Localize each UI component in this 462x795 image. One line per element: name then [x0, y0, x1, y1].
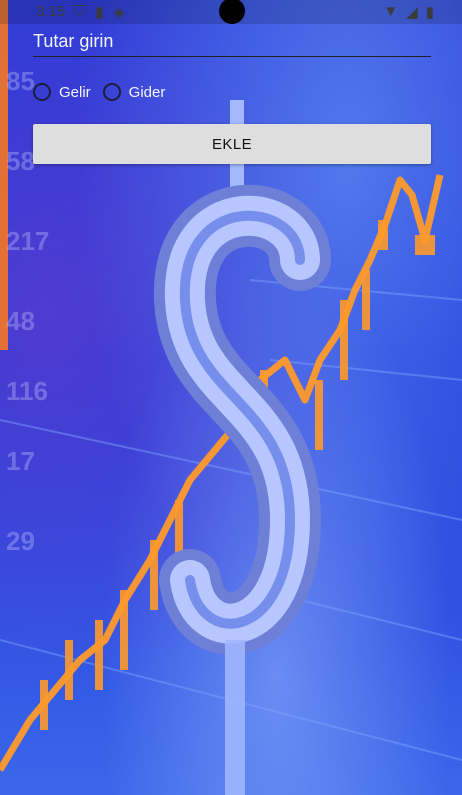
expense-radio[interactable]: Gider [102, 83, 172, 101]
svg-text:217: 217 [6, 226, 49, 256]
add-button[interactable]: EKLE [33, 124, 431, 164]
transaction-type-radio-group: Gelir Gider [33, 78, 171, 106]
signal-icon: ◢ [406, 4, 418, 21]
camera-cutout [219, 0, 245, 24]
status-bar: 3:15 ⛉ ▮ ◈ ▼ ◢ ▮ [0, 0, 462, 24]
svg-text:48: 48 [6, 306, 35, 336]
svg-text:17: 17 [6, 446, 35, 476]
status-icons-right: ▼ ◢ ▮ [383, 3, 434, 21]
wifi-icon: ▼ [383, 3, 399, 20]
expense-radio-circle[interactable] [102, 83, 121, 101]
amount-field [33, 24, 431, 57]
income-radio-label[interactable]: Gelir [59, 83, 91, 101]
status-icons-left: ⛉ ▮ ◈ [74, 3, 125, 21]
expense-radio-label[interactable]: Gider [128, 83, 166, 101]
income-radio[interactable]: Gelir [33, 83, 97, 101]
shield-icon: ⛉ [74, 3, 86, 20]
income-radio-circle[interactable] [33, 83, 51, 101]
svg-text:58: 58 [6, 146, 35, 176]
sim-icon: ◈ [113, 4, 126, 21]
battery-icon: ▮ [425, 4, 434, 21]
svg-text:29: 29 [6, 526, 35, 556]
sd-card-icon: ▮ [95, 4, 104, 21]
svg-text:85: 85 [6, 66, 35, 96]
status-time: 3:15 [36, 3, 66, 20]
amount-input[interactable] [33, 26, 431, 56]
svg-text:116: 116 [6, 376, 48, 406]
